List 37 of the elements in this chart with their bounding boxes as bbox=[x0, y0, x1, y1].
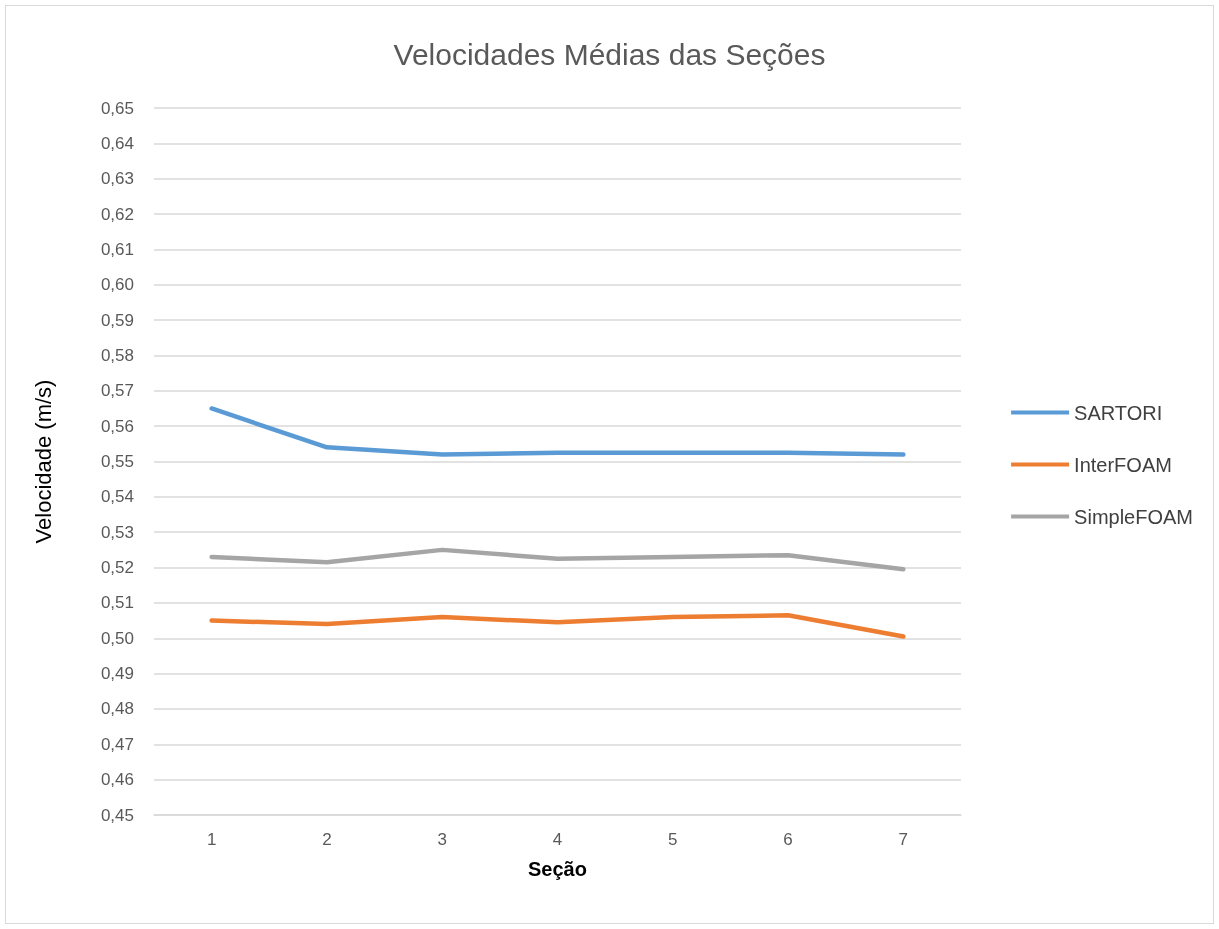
legend-label: InterFOAM bbox=[1074, 453, 1172, 476]
y-tick-label: 0,50 bbox=[100, 628, 134, 648]
x-tick-label: 1 bbox=[206, 830, 217, 849]
line-series bbox=[209, 547, 906, 572]
y-tick-label: 0,57 bbox=[100, 381, 134, 401]
y-tick-label: 0,59 bbox=[100, 310, 134, 330]
line-series bbox=[209, 613, 906, 639]
y-tick-label: 0,54 bbox=[100, 487, 134, 507]
x-tick-label: 5 bbox=[668, 830, 678, 849]
y-tick-label: 0,45 bbox=[100, 805, 134, 825]
y-tick-label: 0,55 bbox=[100, 452, 134, 471]
x-tick-label: 6 bbox=[783, 830, 793, 849]
legend-label: SARTORI bbox=[1074, 401, 1163, 424]
x-tick-label: 7 bbox=[898, 830, 909, 849]
legend-label: SimpleFOAM bbox=[1074, 505, 1193, 528]
y-tick-label: 0,61 bbox=[100, 239, 134, 259]
y-tick-label: 0,53 bbox=[100, 522, 134, 542]
y-tick-label: 0,63 bbox=[100, 169, 134, 189]
y-tick-label: 0,60 bbox=[100, 275, 134, 295]
x-axis-title: Seção bbox=[528, 858, 587, 880]
y-tick-label: 0,65 bbox=[100, 98, 134, 118]
line-series bbox=[209, 406, 906, 457]
y-tick-label: 0,58 bbox=[100, 345, 134, 365]
y-tick-label: 0,62 bbox=[100, 204, 134, 224]
y-tick-label: 0,56 bbox=[100, 416, 134, 436]
chart-title: Velocidades Médias das Seções bbox=[393, 37, 826, 71]
y-axis-title: Velocidade (m/s) bbox=[30, 379, 56, 544]
y-tick-label: 0,46 bbox=[100, 770, 134, 790]
y-tick-label: 0,64 bbox=[100, 133, 134, 153]
y-tick-label: 0,48 bbox=[100, 699, 134, 719]
y-tick-label: 0,51 bbox=[100, 593, 134, 613]
y-tick-label: 0,49 bbox=[100, 664, 134, 684]
y-tick-label: 0,52 bbox=[100, 558, 134, 578]
x-tick-label: 2 bbox=[322, 830, 332, 849]
x-tick-label: 4 bbox=[552, 830, 563, 849]
y-tick-label: 0,47 bbox=[100, 734, 134, 754]
x-tick-label: 3 bbox=[437, 830, 447, 849]
